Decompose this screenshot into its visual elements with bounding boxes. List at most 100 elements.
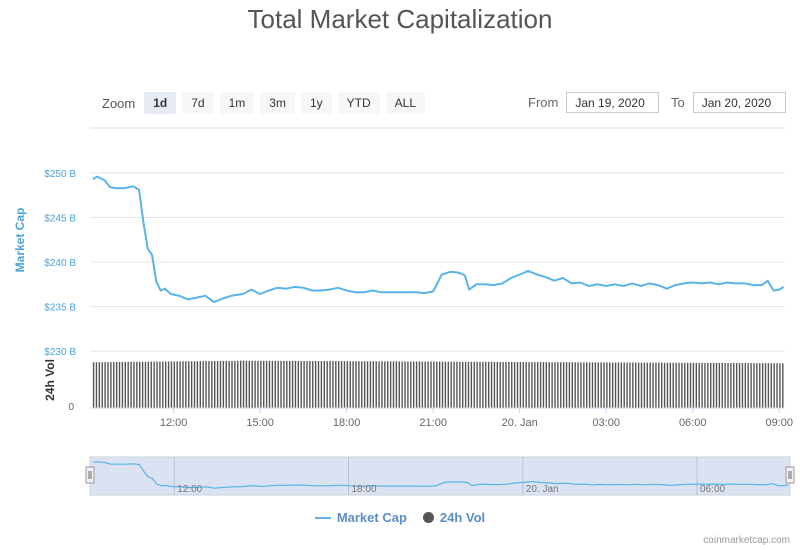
volume-bar (378, 361, 380, 408)
volume-bar (297, 360, 300, 408)
volume-bar (750, 363, 752, 408)
volume-bar (672, 362, 674, 408)
volume-bar (756, 363, 758, 408)
volume-bar (490, 361, 493, 408)
volume-bar (205, 361, 207, 408)
volume-bar (485, 361, 487, 408)
volume-bar (162, 361, 164, 408)
volume-bar (257, 360, 259, 408)
volume-bar (640, 362, 643, 408)
volume-bar (196, 361, 199, 408)
volume-bar (738, 363, 741, 408)
volume-bar (534, 362, 536, 408)
volume-bar (704, 362, 706, 408)
volume-bar (710, 362, 712, 408)
volume-bar (190, 361, 193, 408)
volume-bar (150, 361, 152, 408)
volume-bar (375, 361, 377, 408)
volume-bar (482, 361, 484, 408)
y-tick-label: $240 B (44, 258, 76, 269)
navigator-selection (90, 457, 790, 495)
legend-label-volume: 24h Vol (439, 510, 486, 525)
zoom-button-3m[interactable]: 3m (260, 92, 295, 114)
volume-bar (216, 360, 219, 408)
zoom-button-7d[interactable]: 7d (182, 92, 214, 114)
volume-bar (274, 360, 276, 408)
volume-bar (173, 361, 176, 408)
volume-bar (300, 360, 302, 408)
volume-bar (744, 363, 747, 408)
zoom-button-all[interactable]: ALL (385, 92, 425, 114)
to-date-input[interactable] (692, 92, 786, 113)
volume-bar (309, 360, 311, 408)
volume-bar (136, 361, 138, 408)
volume-bar (597, 362, 599, 408)
volume-bar (343, 361, 346, 408)
volume-bar (294, 360, 297, 408)
volume-bar (753, 363, 755, 408)
volume-bar (118, 361, 121, 408)
volume-bar (557, 362, 559, 408)
volume-bar (479, 361, 481, 408)
volume-bar (470, 361, 473, 408)
volume-bar (467, 361, 470, 408)
volume-bar (219, 360, 222, 408)
volume-bar (554, 362, 556, 408)
volume-bar (496, 361, 499, 408)
volume-bar (392, 361, 395, 408)
volume-bar (629, 362, 631, 408)
volume-bar (214, 360, 216, 408)
volume-bar (320, 361, 323, 408)
zoom-button-ytd[interactable]: YTD (337, 92, 380, 114)
volume-bar (663, 362, 666, 408)
volume-bar (741, 363, 744, 408)
volume-bar (568, 362, 571, 408)
navigator-right-handle[interactable] (785, 466, 795, 484)
volume-bar (649, 362, 651, 408)
volume-bar (421, 361, 424, 408)
x-tick-label: 20. Jan (502, 417, 538, 429)
volume-bar (107, 362, 109, 408)
navigator[interactable]: 12:00 18:00 20. Jan 06:00 (85, 456, 795, 496)
volume-bar (115, 362, 118, 408)
volume-bar (363, 361, 366, 408)
legend: Market Cap 24h Vol (0, 510, 800, 525)
legend-item-market-cap[interactable]: Market Cap (314, 510, 407, 525)
to-label: To (671, 95, 685, 110)
volume-bar (643, 362, 646, 408)
volume-bar (384, 361, 386, 408)
volume-bar (577, 362, 579, 408)
volume-bar (113, 362, 115, 408)
volume-bar (606, 362, 608, 408)
from-date-input[interactable] (566, 92, 660, 113)
x-axis-ticks: 12:00 15:00 18:00 21:00 20. Jan 03:00 06:00 09:… (160, 408, 793, 429)
volume-bar (170, 361, 173, 408)
zoom-button-1d[interactable]: 1d (144, 92, 177, 114)
credit-link[interactable]: coinmarketcap.com (703, 535, 790, 546)
volume-bar (611, 362, 614, 408)
volume-bar (551, 362, 553, 408)
volume-bar (242, 360, 245, 408)
y2-axis-title: 24h Vol (43, 359, 57, 401)
volume-bar (666, 362, 669, 408)
navigator-left-handle[interactable] (85, 466, 95, 484)
volume-bar (620, 362, 623, 408)
volume-bar (326, 361, 328, 408)
navigator-tick-label: 06:00 (700, 484, 725, 495)
zoom-button-1y[interactable]: 1y (300, 92, 332, 114)
zoom-button-1m[interactable]: 1m (219, 92, 255, 114)
volume-bar (358, 361, 360, 408)
volume-bar (251, 360, 253, 408)
navigator-tick-label: 12:00 (177, 484, 202, 495)
legend-item-volume[interactable]: 24h Vol (422, 510, 486, 525)
volume-bar (637, 362, 640, 408)
gridlines (90, 172, 785, 352)
volume-bar (686, 362, 689, 408)
volume-bar (776, 363, 778, 408)
volume-bar (724, 363, 726, 408)
volume-bar (179, 361, 181, 408)
volume-bar (387, 361, 389, 408)
volume-bar (508, 361, 510, 408)
market-cap-line (92, 175, 785, 304)
y-tick-label: $235 B (44, 303, 76, 314)
